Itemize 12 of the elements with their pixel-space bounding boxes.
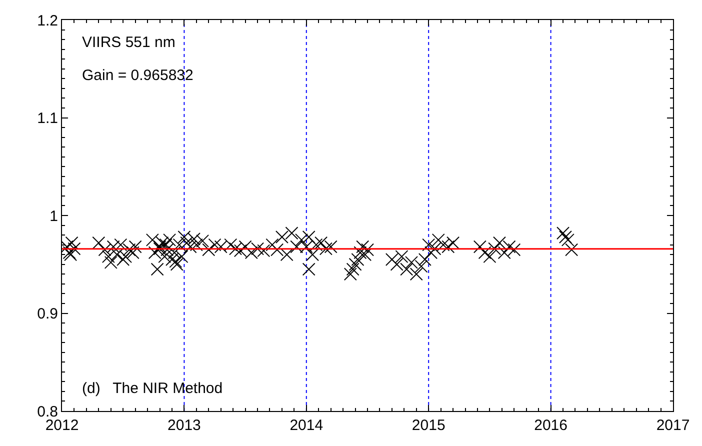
- y-tick-label: 0.9: [37, 306, 58, 322]
- y-tick-label: 1.1: [37, 110, 58, 127]
- annotation: VIIRS 551 nm: [82, 34, 176, 51]
- x-tick-label: 2016: [534, 417, 568, 434]
- x-tick-label: 2014: [290, 417, 324, 434]
- x-tick-label: 2017: [656, 417, 690, 434]
- x-tick-label: 2013: [168, 417, 201, 434]
- y-tick-label: 1: [50, 208, 58, 225]
- annotation: (d) The NIR Method: [82, 380, 223, 397]
- y-tick-label: 1.2: [37, 12, 58, 30]
- annotation: Gain = 0.965832: [82, 67, 194, 84]
- x-tick-label: 2015: [412, 417, 446, 434]
